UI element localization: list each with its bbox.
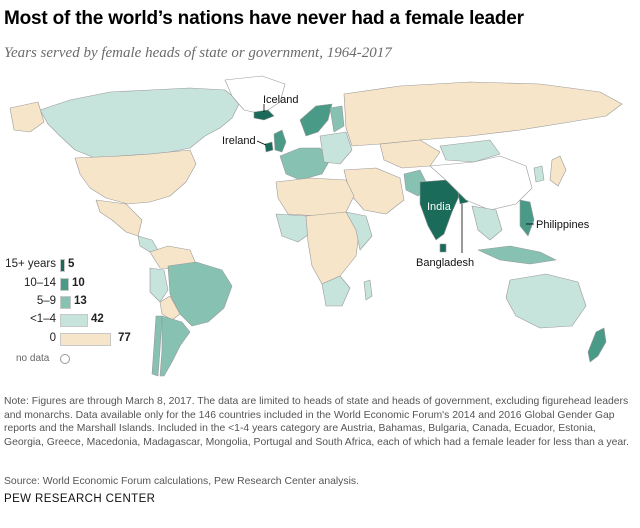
footnote: Note: Figures are through March 8, 2017.…	[4, 396, 629, 448]
legend-swatch-0	[60, 333, 111, 346]
region-madagascar	[363, 279, 373, 301]
region-greenland	[224, 75, 286, 115]
chart-subtitle: Years served by female heads of state or…	[4, 45, 392, 61]
chart-title: Most of the world’s nations have never h…	[4, 8, 524, 29]
region-argentina	[159, 315, 191, 377]
region-mexico	[95, 199, 143, 237]
region-brazil	[167, 261, 233, 327]
legend: 15+ years 5 10–14 10 5–9 13 <1–4 42 0 77…	[2, 258, 152, 368]
region-alaska	[9, 101, 45, 133]
legend-label-1-4: <1–4	[30, 313, 56, 325]
region-new-zealand	[587, 327, 607, 363]
legend-count-5-9: 13	[74, 295, 87, 307]
legend-label-15plus: 15+ years	[5, 258, 56, 270]
legend-label-0: 0	[49, 332, 56, 344]
region-australia	[505, 273, 587, 329]
region-mongolia	[439, 139, 501, 163]
legend-count-15plus: 5	[68, 258, 75, 270]
region-north-africa	[275, 177, 355, 217]
label-philippines: Philippines	[536, 219, 590, 231]
region-peru	[149, 267, 169, 303]
region-usa	[74, 149, 197, 205]
region-central-america	[137, 235, 159, 253]
region-finland	[329, 105, 345, 133]
label-bangladesh: Bangladesh	[416, 257, 474, 269]
region-kazakhstan	[379, 139, 441, 169]
region-ireland	[264, 141, 274, 153]
legend-swatch-5-9	[60, 296, 71, 309]
region-western-europe	[279, 147, 331, 181]
legend-label-5-9: 5–9	[36, 295, 56, 307]
region-indonesia	[477, 245, 557, 265]
region-korea	[533, 165, 545, 183]
legend-count-0: 77	[118, 332, 131, 344]
region-east-africa	[345, 211, 373, 251]
region-scandinavia	[299, 103, 333, 137]
region-eastern-europe	[319, 131, 353, 165]
region-uk	[273, 129, 287, 153]
source-line: Source: World Economic Forum calculation…	[4, 476, 359, 487]
region-philippines	[519, 199, 535, 237]
legend-swatch-10-14	[60, 278, 69, 291]
region-southern-africa	[321, 275, 351, 307]
legend-swatch-1-4	[60, 314, 88, 327]
region-sri-lanka	[439, 243, 447, 253]
legend-count-10-14: 10	[72, 277, 85, 289]
region-middle-east	[343, 167, 405, 215]
world-map: Iceland Ireland India Bangladesh Philipp…	[0, 70, 640, 390]
region-japan	[549, 155, 567, 187]
legend-count-1-4: 42	[91, 313, 104, 325]
region-china	[429, 155, 533, 211]
ireland-leader-line	[256, 140, 267, 146]
region-iceland	[253, 109, 275, 121]
label-ireland: Ireland	[222, 135, 256, 147]
publisher-logo: PEW RESEARCH CENTER	[4, 493, 156, 505]
label-india: India	[427, 201, 452, 213]
legend-label-10-14: 10–14	[24, 277, 56, 289]
legend-swatch-15plus	[60, 259, 65, 272]
region-canada	[39, 87, 241, 159]
region-west-africa	[275, 213, 313, 243]
region-bolivia	[159, 295, 181, 321]
nodata-circle-icon	[60, 354, 70, 364]
label-iceland: Iceland	[263, 94, 298, 106]
region-russia	[343, 81, 623, 147]
region-southeast-asia	[471, 205, 503, 241]
legend-nodata-label: no data	[16, 353, 50, 364]
